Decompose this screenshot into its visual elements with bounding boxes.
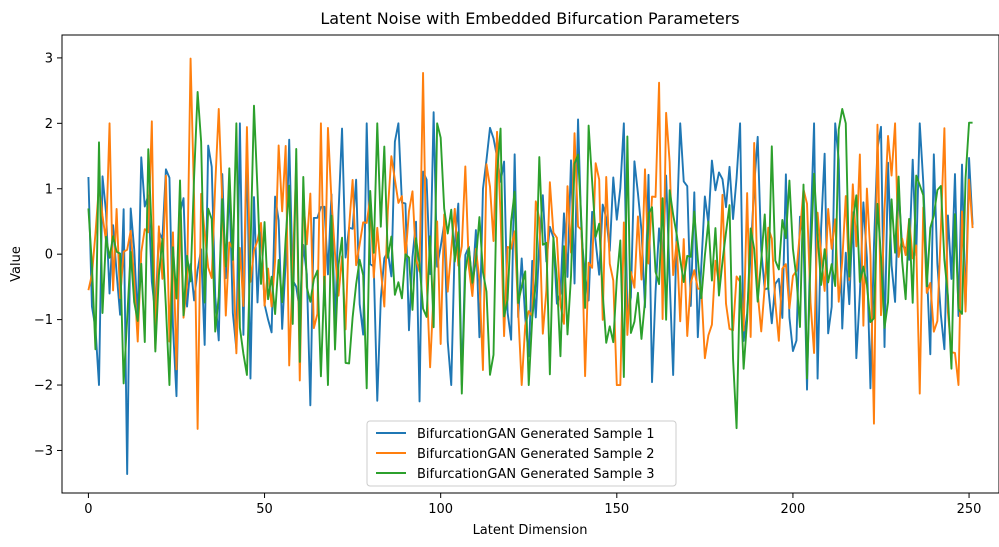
y-tick-label: 3: [45, 51, 53, 66]
x-tick-label: 0: [84, 502, 92, 517]
legend-box: [366, 420, 677, 487]
chart-title: Latent Noise with Embedded Bifurcation P…: [320, 9, 739, 28]
plot-area-frame: [61, 34, 999, 494]
x-axis: 0 50 100 150 200 250: [84, 493, 981, 517]
x-tick-label: 150: [604, 502, 629, 517]
y-tick-label: −3: [34, 444, 53, 459]
y-tick-label: 0: [45, 248, 53, 263]
x-tick-label: 50: [256, 502, 273, 517]
y-axis: −3 −2 −1 0 1 2 3: [34, 51, 62, 459]
series-line-sample-3: [87, 90, 973, 430]
series-layer: [87, 57, 974, 475]
y-tick-label: −1: [34, 313, 53, 328]
legend-label-sample-2: BifurcationGAN Generated Sample 2: [417, 447, 655, 462]
legend: BifurcationGAN Generated Sample 1 Bifurc…: [366, 420, 677, 487]
y-axis-label: Value: [9, 246, 24, 282]
series-line-sample-2: [87, 57, 974, 430]
y-tick-label: 1: [45, 182, 53, 197]
legend-label-sample-3: BifurcationGAN Generated Sample 3: [417, 467, 655, 482]
y-tick-label: 2: [45, 117, 53, 132]
x-tick-label: 200: [781, 502, 806, 517]
x-axis-label: Latent Dimension: [473, 523, 588, 538]
y-tick-label: −2: [34, 379, 53, 394]
x-tick-label: 100: [428, 502, 453, 517]
x-tick-label: 250: [957, 502, 982, 517]
legend-label-sample-1: BifurcationGAN Generated Sample 1: [417, 427, 655, 442]
